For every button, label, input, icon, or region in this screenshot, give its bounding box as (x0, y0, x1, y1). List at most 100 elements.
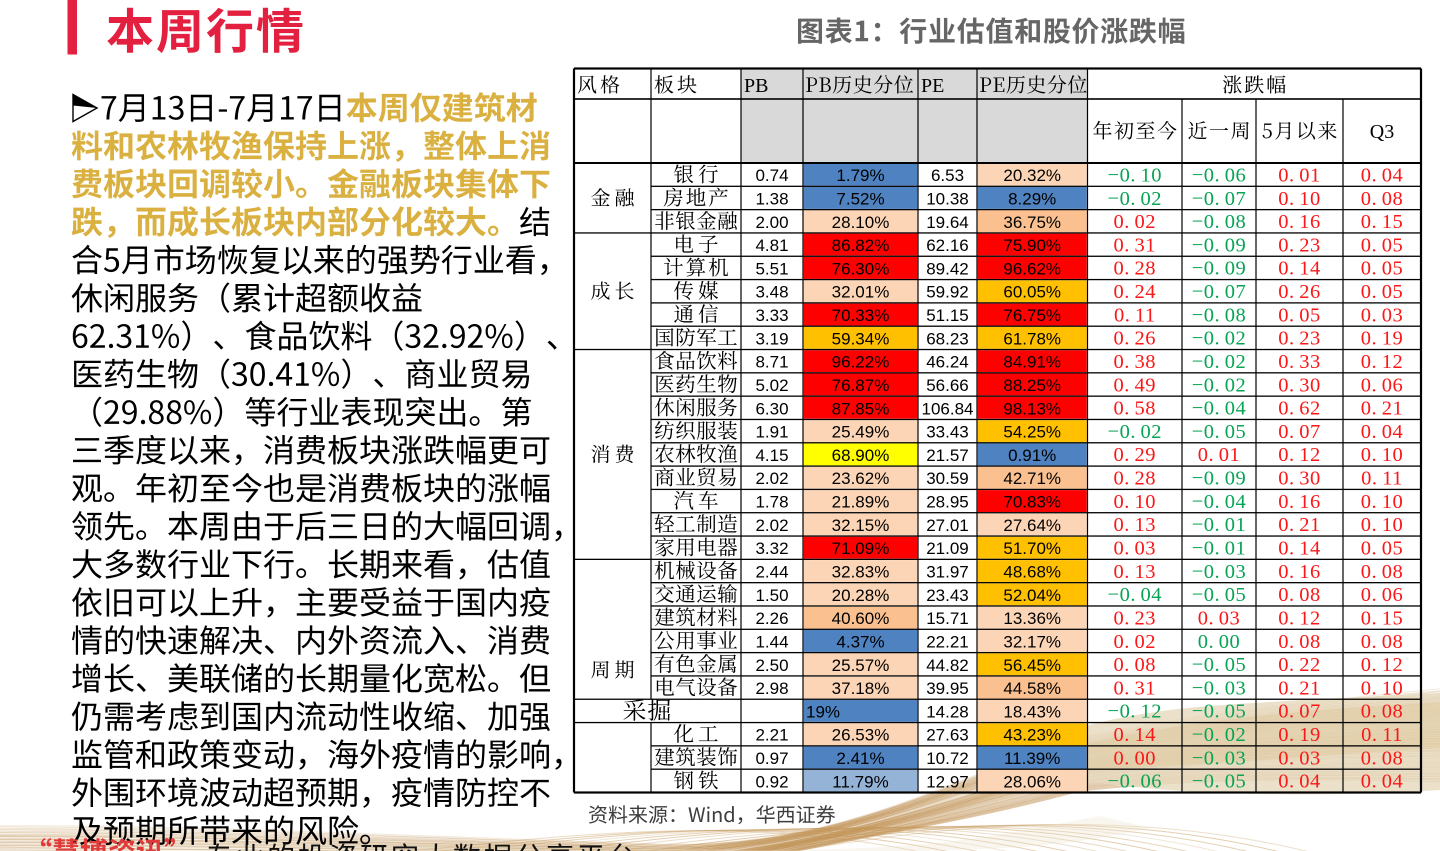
svg-text:46.24: 46.24 (926, 353, 969, 372)
svg-text:0. 14: 0. 14 (1278, 258, 1320, 280)
svg-text:0. 30: 0. 30 (1278, 468, 1320, 490)
svg-text:0. 26: 0. 26 (1278, 281, 1320, 303)
svg-text:0. 11: 0. 11 (1361, 468, 1403, 490)
svg-text:2.02: 2.02 (755, 469, 788, 488)
svg-text:88.25%: 88.25% (1003, 376, 1061, 395)
svg-text:84.91%: 84.91% (1003, 353, 1061, 372)
svg-text:0. 05: 0. 05 (1361, 538, 1403, 560)
svg-text:−0. 02: −0. 02 (1192, 328, 1247, 350)
svg-text:20.32%: 20.32% (1003, 166, 1061, 185)
svg-text:0. 05: 0. 05 (1361, 281, 1403, 303)
svg-text:21.09: 21.09 (926, 539, 969, 558)
svg-text:0. 16: 0. 16 (1278, 211, 1320, 233)
svg-text:0. 23: 0. 23 (1278, 234, 1320, 256)
svg-text:−0. 04: −0. 04 (1192, 491, 1247, 513)
svg-text:0. 31: 0. 31 (1114, 677, 1156, 699)
svg-text:37.18%: 37.18% (832, 679, 890, 698)
svg-text:1.38: 1.38 (755, 190, 788, 209)
svg-text:0. 06: 0. 06 (1361, 584, 1403, 606)
svg-text:56.45%: 56.45% (1003, 656, 1061, 675)
svg-text:0. 10: 0. 10 (1361, 444, 1403, 466)
svg-text:0. 08: 0. 08 (1361, 631, 1403, 653)
svg-text:−0. 03: −0. 03 (1192, 747, 1247, 769)
svg-text:2.44: 2.44 (755, 563, 788, 582)
svg-text:15.71: 15.71 (926, 609, 969, 628)
svg-text:−0. 07: −0. 07 (1192, 281, 1247, 303)
svg-text:5.02: 5.02 (755, 376, 788, 395)
svg-text:32.01%: 32.01% (832, 283, 890, 302)
svg-text:−0. 04: −0. 04 (1108, 584, 1163, 606)
svg-text:0.92: 0.92 (755, 772, 788, 791)
svg-text:−0. 02: −0. 02 (1192, 724, 1247, 746)
svg-text:13.36%: 13.36% (1003, 609, 1061, 628)
svg-text:19%: 19% (806, 702, 840, 721)
svg-text:PE: PE (921, 75, 944, 97)
svg-text:0. 02: 0. 02 (1114, 631, 1156, 653)
svg-text:0. 26: 0. 26 (1114, 328, 1156, 350)
svg-text:2.98: 2.98 (755, 679, 788, 698)
svg-text:28.10%: 28.10% (832, 213, 890, 232)
svg-text:40.60%: 40.60% (832, 609, 890, 628)
svg-text:28.06%: 28.06% (1003, 772, 1061, 791)
svg-text:2.00: 2.00 (755, 213, 788, 232)
svg-text:0.91%: 0.91% (1008, 446, 1056, 465)
svg-text:0. 03: 0. 03 (1198, 607, 1240, 629)
svg-text:3.48: 3.48 (755, 283, 788, 302)
svg-text:0. 08: 0. 08 (1361, 747, 1403, 769)
svg-text:−0. 09: −0. 09 (1192, 234, 1247, 256)
svg-text:−0. 06: −0. 06 (1192, 165, 1247, 187)
svg-text:70.33%: 70.33% (832, 306, 890, 325)
svg-text:0. 22: 0. 22 (1278, 654, 1320, 676)
svg-text:51.15: 51.15 (926, 306, 969, 325)
svg-text:−0. 02: −0. 02 (1108, 188, 1163, 210)
svg-text:0. 06: 0. 06 (1361, 374, 1403, 396)
svg-text:−0. 01: −0. 01 (1192, 514, 1247, 536)
svg-text:0. 04: 0. 04 (1361, 421, 1403, 443)
svg-text:22.21: 22.21 (926, 633, 969, 652)
svg-text:−0. 05: −0. 05 (1192, 701, 1247, 723)
svg-text:0. 01: 0. 01 (1198, 444, 1240, 466)
svg-text:2.50: 2.50 (755, 656, 788, 675)
svg-text:31.97: 31.97 (926, 563, 969, 582)
svg-text:0. 08: 0. 08 (1114, 654, 1156, 676)
svg-text:75.90%: 75.90% (1003, 236, 1061, 255)
svg-text:0. 10: 0. 10 (1361, 491, 1403, 513)
svg-text:98.13%: 98.13% (1003, 399, 1061, 418)
svg-text:87.85%: 87.85% (832, 399, 890, 418)
svg-text:23.43: 23.43 (926, 586, 969, 605)
svg-text:0. 28: 0. 28 (1114, 258, 1156, 280)
svg-text:7.52%: 7.52% (836, 190, 884, 209)
svg-text:−0. 06: −0. 06 (1108, 771, 1163, 793)
svg-text:36.75%: 36.75% (1003, 213, 1061, 232)
svg-text:42.71%: 42.71% (1003, 469, 1061, 488)
svg-text:70.83%: 70.83% (1003, 493, 1061, 512)
svg-text:0. 08: 0. 08 (1278, 584, 1320, 606)
svg-text:0. 07: 0. 07 (1278, 701, 1320, 723)
svg-text:11.39%: 11.39% (1004, 749, 1060, 768)
svg-text:−0. 12: −0. 12 (1108, 701, 1163, 723)
svg-text:0. 08: 0. 08 (1361, 561, 1403, 583)
svg-text:12.97: 12.97 (926, 772, 969, 791)
svg-text:6.30: 6.30 (755, 399, 788, 418)
svg-text:20.28%: 20.28% (832, 586, 890, 605)
svg-text:96.22%: 96.22% (832, 353, 890, 372)
svg-text:0. 15: 0. 15 (1361, 607, 1403, 629)
svg-text:59.92: 59.92 (926, 283, 969, 302)
svg-text:0. 58: 0. 58 (1114, 398, 1156, 420)
svg-text:59.34%: 59.34% (832, 329, 890, 348)
svg-text:0. 29: 0. 29 (1114, 444, 1156, 466)
svg-text:18.43%: 18.43% (1003, 702, 1061, 721)
svg-text:21.89%: 21.89% (832, 493, 890, 512)
svg-text:0. 21: 0. 21 (1361, 398, 1403, 420)
svg-text:0. 05: 0. 05 (1361, 258, 1403, 280)
svg-text:3.33: 3.33 (755, 306, 788, 325)
svg-text:−0. 02: −0. 02 (1192, 374, 1247, 396)
svg-text:0. 19: 0. 19 (1278, 724, 1320, 746)
svg-text:1.44: 1.44 (755, 633, 788, 652)
svg-text:0. 04: 0. 04 (1361, 771, 1403, 793)
svg-text:32.17%: 32.17% (1003, 633, 1061, 652)
svg-text:−0. 07: −0. 07 (1192, 188, 1247, 210)
svg-text:56.66: 56.66 (926, 376, 969, 395)
svg-text:1.79%: 1.79% (836, 166, 884, 185)
svg-text:0. 14: 0. 14 (1114, 724, 1156, 746)
